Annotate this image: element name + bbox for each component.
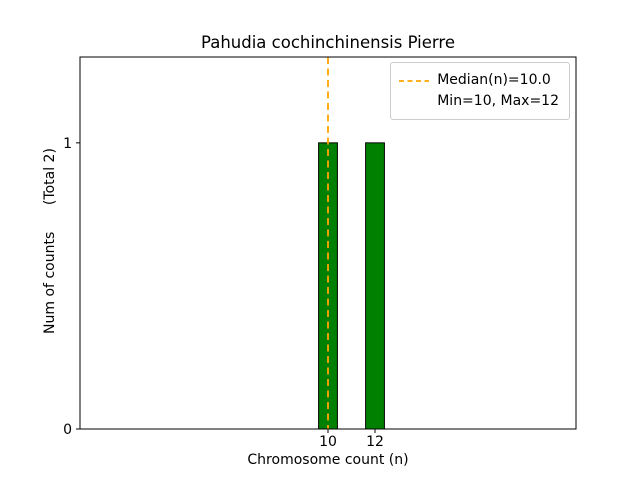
legend: Median(n)=10.0 Min=10, Max=12 xyxy=(390,62,570,120)
legend-item-minmax: Min=10, Max=12 xyxy=(399,91,559,112)
y-axis-label: Num of counts (Total 2) xyxy=(42,148,58,334)
median-dashed-line-icon xyxy=(399,79,430,82)
x-axis-label: Chromosome count (n) xyxy=(247,452,409,468)
y-tick-label: 1 xyxy=(63,136,72,152)
chart-title: Pahudia cochinchinensis Pierre xyxy=(201,33,455,52)
x-tick-label: 12 xyxy=(366,434,384,450)
legend-item-median: Median(n)=10.0 xyxy=(399,70,559,91)
y-tick-label: 0 xyxy=(63,422,72,438)
legend-label-minmax: Min=10, Max=12 xyxy=(437,93,559,109)
x-tick-label: 10 xyxy=(319,434,337,450)
legend-label-median: Median(n)=10.0 xyxy=(437,72,551,88)
blank-sample xyxy=(399,100,429,104)
bar xyxy=(365,142,385,430)
